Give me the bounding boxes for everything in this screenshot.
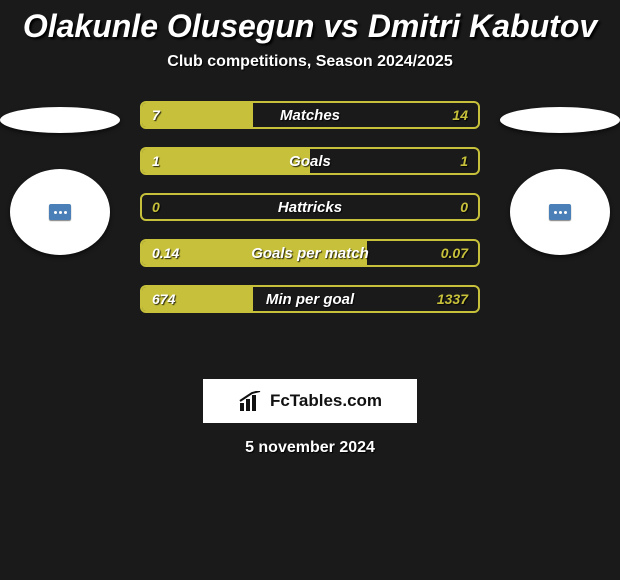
stat-bar-goals-per-match: 0.140.07Goals per match [140,239,480,267]
player-right-flag-icon [549,204,571,220]
player-right-club-circle [510,169,610,255]
bar-chart-icon [238,391,264,411]
stat-label: Min per goal [142,287,478,311]
stat-bar-matches: 714Matches [140,101,480,129]
player-right-avatar-oval [500,107,620,133]
player-left-club-circle [10,169,110,255]
stat-label: Hattricks [142,195,478,219]
player-left-flag-icon [49,204,71,220]
stat-label: Goals [142,149,478,173]
player-right-column [500,101,620,255]
subtitle: Club competitions, Season 2024/2025 [0,53,620,71]
comparison-arena: 714Matches 11Goals 00Hattricks 0.140.07Goal… [0,101,620,361]
stat-bar-goals: 11Goals [140,147,480,175]
date-label: 5 november 2024 [0,439,620,457]
stat-bar-hattricks: 00Hattricks [140,193,480,221]
stat-label: Goals per match [142,241,478,265]
player-left-column [0,101,120,255]
page-title: Olakunle Olusegun vs Dmitri Kabutov [0,0,620,45]
stat-bars: 714Matches 11Goals 00Hattricks 0.140.07Goal… [140,101,480,313]
stat-label: Matches [142,103,478,127]
fctables-logo: FcTables.com [203,379,417,423]
player-left-avatar-oval [0,107,120,133]
logo-text: FcTables.com [270,391,382,411]
stat-bar-min-per-goal: 6741337Min per goal [140,285,480,313]
